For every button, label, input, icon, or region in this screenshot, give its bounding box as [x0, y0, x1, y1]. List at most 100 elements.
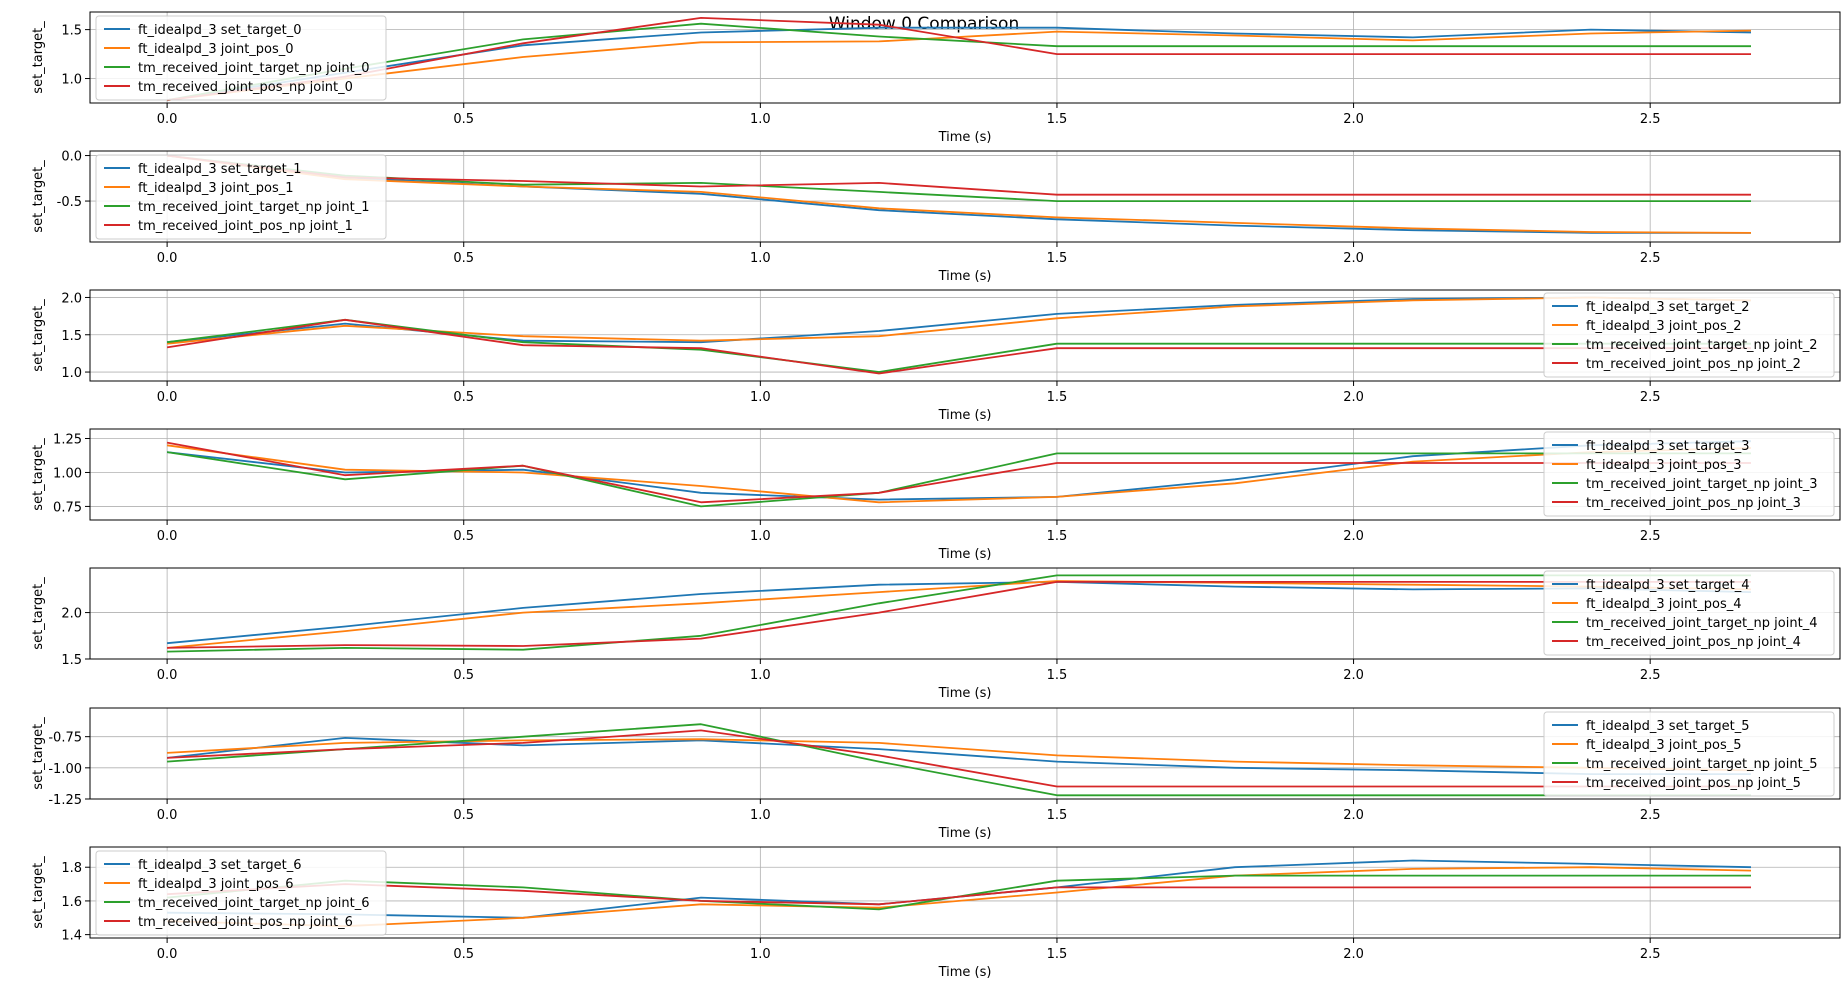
series-line: [167, 574, 1751, 653]
legend: ft_idealpd_3 set_target_0 ft_idealpd_3 jo…: [95, 15, 387, 101]
legend-entry: ft_idealpd_3 set_target_6: [138, 858, 301, 873]
legend-entry: ft_idealpd_3 joint_pos_3: [1586, 458, 1742, 473]
legend-entry: tm_received_joint_target_np joint_2: [1586, 338, 1817, 353]
series-line: [166, 318, 1751, 373]
x-tick-label: 2.5: [1640, 947, 1661, 962]
series-line: [166, 154, 1751, 203]
y-axis-label: set_target_: [31, 717, 46, 790]
legend-entry: ft_idealpd_3 joint_pos_1: [138, 181, 294, 196]
x-tick-label: 2.0: [1343, 808, 1364, 823]
y-tick-label: 1.00: [53, 466, 82, 481]
legend-entry: tm_received_joint_target_np joint_5: [1586, 757, 1817, 772]
x-axis-label: Time (s): [938, 130, 992, 145]
y-tick-label: -1.25: [48, 793, 82, 808]
y-axis-label: set_target_: [31, 438, 46, 511]
legend: ft_idealpd_3 set_target_1 ft_idealpd_3 jo…: [95, 154, 387, 240]
series-line: [167, 729, 1751, 788]
x-tick-label: 2.0: [1343, 112, 1364, 127]
series-line: [167, 581, 1752, 645]
series-line: [167, 738, 1752, 772]
y-axis-label: set_target_: [31, 856, 46, 929]
x-tick-label: 2.0: [1343, 947, 1364, 962]
x-tick-label: 0.5: [453, 112, 474, 127]
legend-entry: tm_received_joint_pos_np joint_0: [138, 80, 353, 95]
series-line: [166, 29, 1752, 101]
legend: ft_idealpd_3 set_target_2 ft_idealpd_3 jo…: [1543, 292, 1835, 378]
x-tick-label: 1.5: [1047, 251, 1068, 266]
legend-entry: ft_idealpd_3 set_target_2: [1586, 300, 1749, 315]
legend-entry: tm_received_joint_target_np joint_3: [1586, 477, 1817, 492]
legend-box: [95, 15, 387, 101]
x-tick-label: 1.0: [750, 529, 771, 544]
y-tick-label: 1.0: [61, 73, 82, 88]
series-group: [166, 440, 1752, 508]
x-tick-label: 1.0: [750, 251, 771, 266]
subplot-0: 0.0 0.5 1.0 1.5 2.0 2.5 1.0 1.5 Time (s) set_targ…: [31, 11, 1841, 145]
x-tick-label: 1.0: [750, 808, 771, 823]
x-tick-label: 0.0: [157, 112, 178, 127]
y-tick-label: 0.75: [53, 500, 82, 515]
axes-frame: [89, 150, 1841, 243]
legend-entry: ft_idealpd_3 joint_pos_5: [1586, 738, 1742, 753]
series-group: [166, 723, 1752, 797]
x-tick-label: 2.0: [1343, 390, 1364, 405]
y-tick-label: 1.0: [61, 366, 82, 381]
y-axis-label: set_target_: [31, 577, 46, 650]
x-tick-label: 0.0: [157, 529, 178, 544]
legend: ft_idealpd_3 set_target_3 ft_idealpd_3 jo…: [1543, 431, 1835, 517]
series-line: [166, 16, 1751, 101]
y-tick-label: 1.5: [61, 329, 82, 344]
series-line: [166, 26, 1752, 101]
x-tick-label: 2.0: [1343, 668, 1364, 683]
legend-entry: ft_idealpd_3 joint_pos_0: [138, 42, 294, 57]
y-axis-label: set_target_: [31, 299, 46, 372]
legend-entry: ft_idealpd_3 set_target_1: [138, 162, 301, 177]
y-tick-label: 1.5: [61, 653, 82, 668]
x-tick-label: 1.5: [1047, 808, 1068, 823]
y-axis-label: set_target_: [31, 160, 46, 233]
y-tick-label: 2.0: [61, 291, 82, 306]
x-tick-label: 2.5: [1640, 529, 1661, 544]
legend-box: [1543, 431, 1835, 517]
x-axis-label: Time (s): [938, 547, 992, 562]
legend: ft_idealpd_3 set_target_6 ft_idealpd_3 jo…: [95, 850, 387, 936]
series-line: [167, 723, 1751, 797]
legend-entry: ft_idealpd_3 set_target_3: [1586, 439, 1749, 454]
y-tick-label: 2.0: [61, 607, 82, 622]
y-tick-label: 1.4: [61, 929, 82, 944]
x-axis-label: Time (s): [938, 686, 992, 701]
legend-entry: tm_received_joint_pos_np joint_3: [1586, 496, 1801, 511]
series-group: [167, 574, 1752, 653]
subplot-5: 0.0 0.5 1.0 1.5 2.0 2.5 -1.25 -1.00 -0.75 Time (s…: [31, 707, 1841, 841]
series-line: [166, 154, 1752, 234]
axes-frame: [89, 567, 1841, 660]
x-tick-label: 1.0: [750, 947, 771, 962]
subplot-1: 0.0 0.5 1.0 1.5 2.0 2.5 -0.5 0.0 Time (s) set_tar…: [31, 150, 1841, 284]
x-tick-label: 2.5: [1640, 808, 1661, 823]
legend-box: [95, 850, 387, 936]
x-tick-label: 0.0: [157, 668, 178, 683]
x-tick-label: 1.5: [1047, 112, 1068, 127]
legend-entry: tm_received_joint_target_np joint_0: [138, 61, 369, 76]
legend-entry: tm_received_joint_pos_np joint_4: [1586, 635, 1801, 650]
legend-entry: tm_received_joint_pos_np joint_5: [1586, 776, 1801, 791]
x-tick-label: 0.5: [453, 251, 474, 266]
x-tick-label: 0.0: [157, 251, 178, 266]
x-tick-label: 0.0: [157, 947, 178, 962]
x-axis-label: Time (s): [938, 965, 992, 980]
x-axis-label: Time (s): [938, 269, 992, 284]
x-axis-label: Time (s): [938, 408, 992, 423]
x-tick-label: 2.5: [1640, 390, 1661, 405]
x-tick-label: 0.5: [453, 947, 474, 962]
series-line: [166, 22, 1751, 101]
x-tick-label: 1.0: [750, 668, 771, 683]
series-line: [167, 581, 1751, 649]
series-group: [166, 16, 1752, 101]
y-tick-label: 0.0: [61, 150, 82, 165]
x-tick-label: 2.0: [1343, 529, 1364, 544]
y-tick-label: -0.75: [48, 731, 82, 746]
y-axis-label: set_target_: [31, 21, 46, 94]
subplot-4: 0.0 0.5 1.0 1.5 2.0 2.5 1.5 2.0 Time (s) set_targ…: [31, 567, 1841, 701]
axes-frame: [89, 707, 1841, 800]
